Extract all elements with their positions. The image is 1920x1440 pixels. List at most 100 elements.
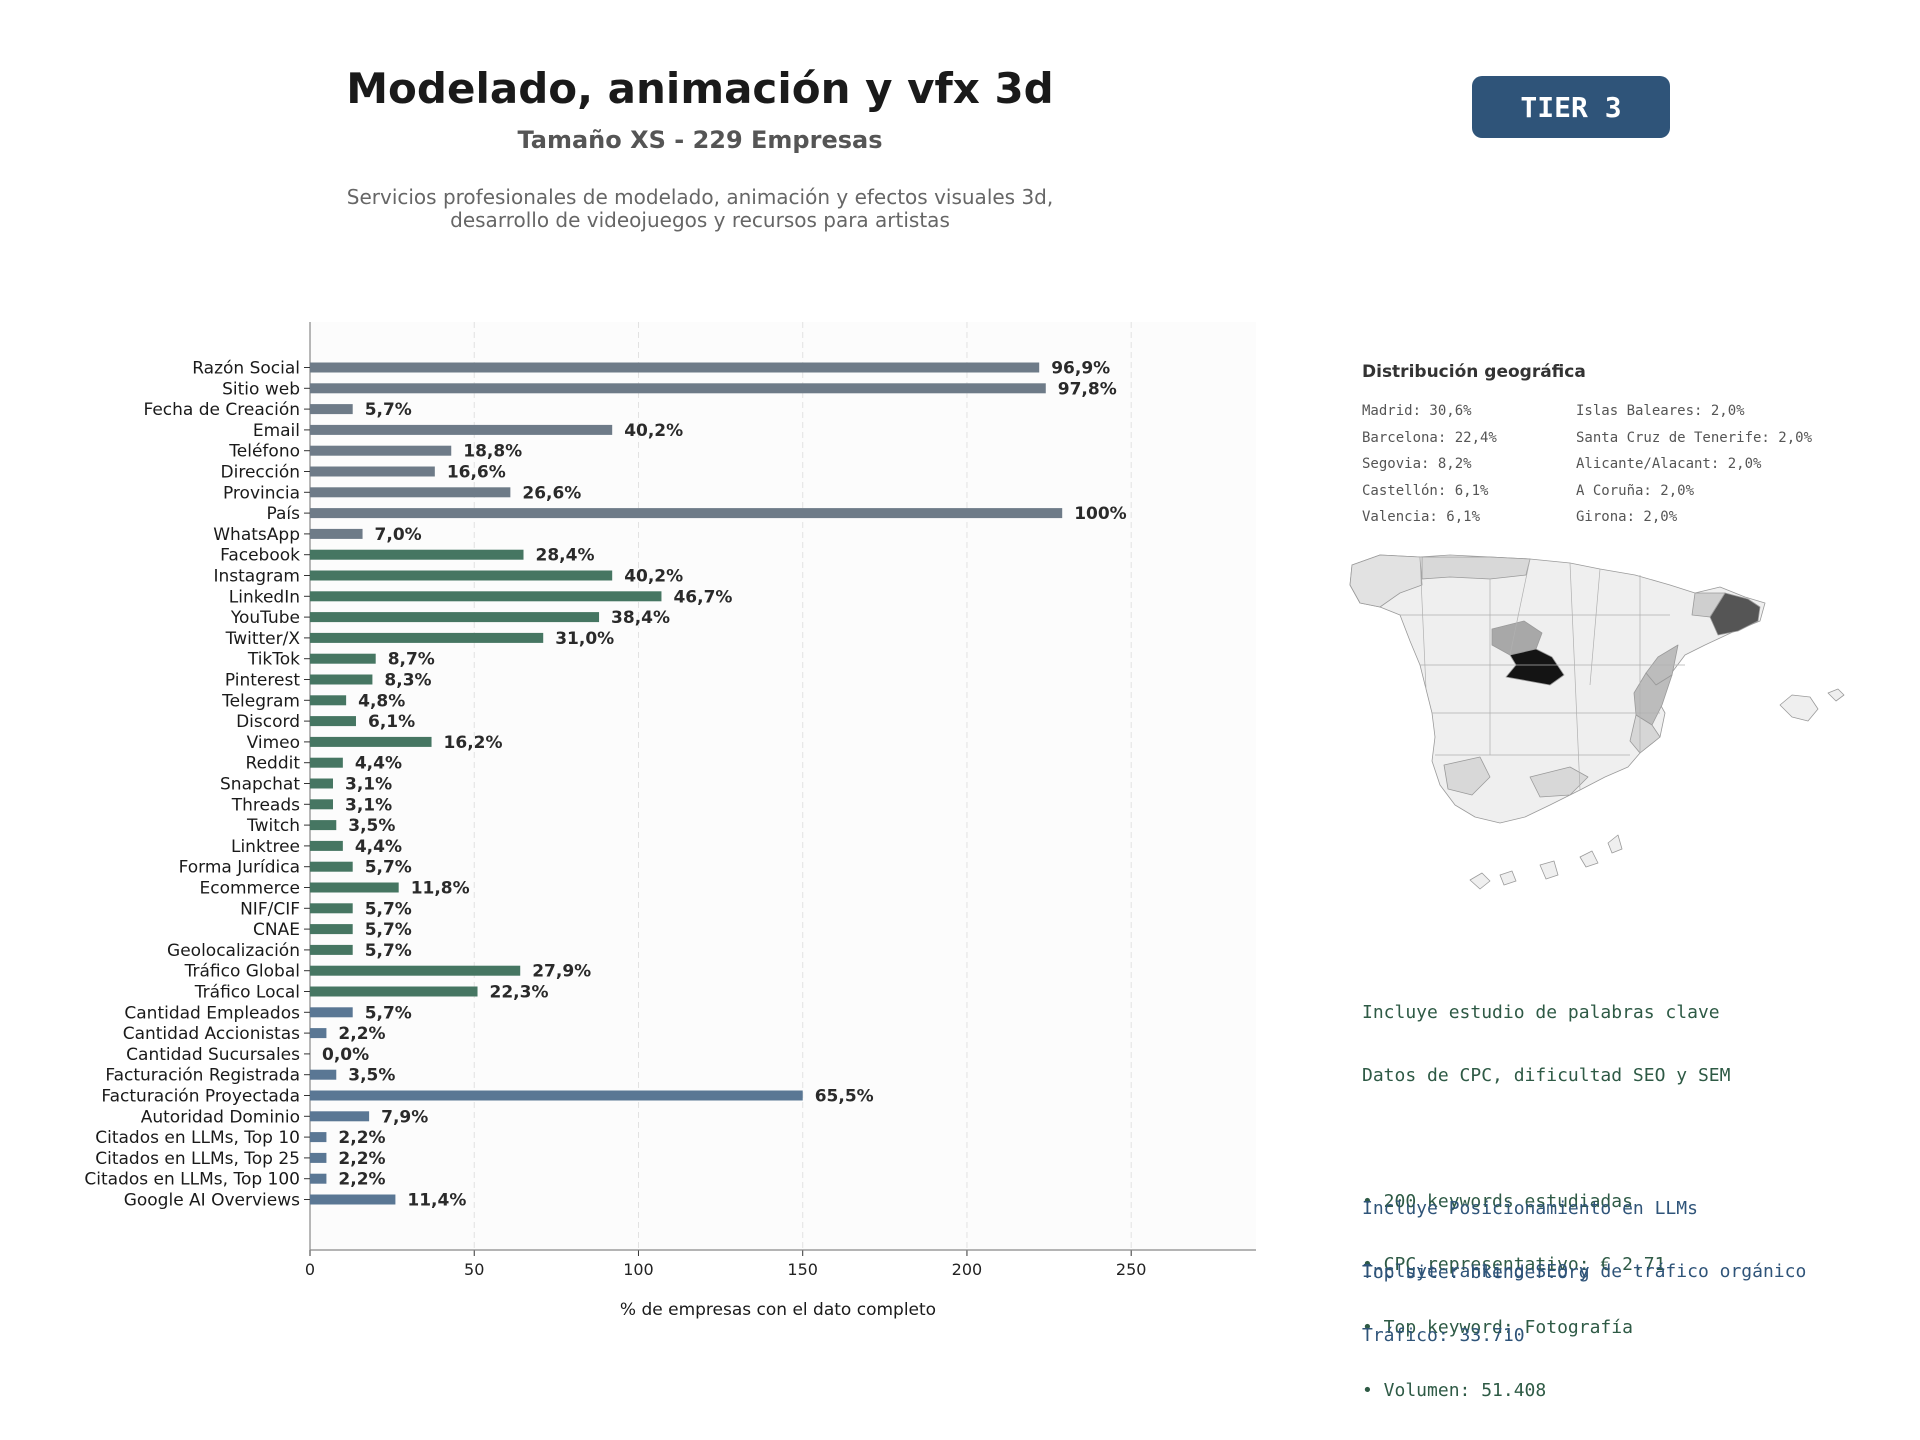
value-label: 4,8% (358, 691, 405, 711)
keywords-line-2: Datos de CPC, dificultad SEO y SEM (1362, 1065, 1731, 1086)
bar (310, 778, 333, 789)
bar (310, 570, 613, 581)
category-label: Tráfico Global (184, 962, 300, 982)
bar (310, 674, 373, 685)
value-label: 26,6% (522, 483, 581, 503)
geo-item: Barcelona: 22,4% (1362, 429, 1497, 446)
category-label: Email (253, 421, 300, 441)
value-label: 0,0% (322, 1045, 369, 1065)
geo-distribution-title: Distribución geográfica (1362, 362, 1586, 382)
x-tick-label: 100 (623, 1260, 654, 1279)
map-region-galicia-north (1349, 554, 1423, 608)
value-label: 16,6% (447, 463, 506, 483)
category-label: TikTok (247, 650, 300, 670)
keywords-item: • CPC representativo: € 2.71 (1362, 1254, 1666, 1275)
category-label: Autoridad Dominio (141, 1107, 300, 1127)
bar (310, 965, 521, 976)
bar (310, 924, 353, 935)
bar (310, 1069, 337, 1080)
value-label: 5,7% (365, 1003, 412, 1023)
tier-badge: TIER 3 (1472, 76, 1670, 138)
value-label: 11,8% (411, 879, 470, 899)
bar (310, 445, 452, 456)
category-label: Provincia (223, 483, 300, 503)
llm-info: Incluye Posicionamiento en LLMs Incluye … (1362, 1156, 1806, 1303)
bar (310, 591, 662, 602)
description-line-1: Servicios profesionales de modelado, ani… (346, 185, 1054, 209)
bar (310, 1007, 353, 1018)
category-label: País (267, 504, 301, 524)
category-label: Citados en LLMs, Top 25 (95, 1149, 300, 1169)
value-label: 7,9% (381, 1107, 428, 1127)
category-label: Ecommerce (200, 879, 301, 899)
map-region-girona (1691, 592, 1726, 618)
top-site-info: Top site: blender.org Tráfico: 33.710 (1362, 1220, 1590, 1367)
value-label: 100% (1074, 504, 1127, 524)
description-line-2: desarrollo de videojuegos y recursos par… (450, 208, 950, 232)
keywords-item: • Volumen: 51.408 (1362, 1380, 1547, 1401)
bar (310, 424, 613, 435)
geo-item: Islas Baleares: 2,0% (1576, 403, 1745, 419)
bar (310, 820, 337, 831)
value-label: 5,7% (365, 920, 412, 940)
bar (310, 882, 399, 893)
category-label: Vimeo (247, 733, 300, 753)
value-label: 18,8% (463, 442, 522, 462)
bar (310, 840, 343, 851)
category-label: Dirección (221, 463, 300, 483)
value-label: 5,7% (365, 941, 412, 961)
category-label: YouTube (230, 608, 300, 628)
category-label: Linktree (231, 837, 300, 857)
category-label: Facebook (220, 546, 300, 566)
category-label: Snapchat (220, 775, 300, 795)
value-label: 97,8% (1058, 379, 1117, 399)
value-label: 5,7% (365, 899, 412, 919)
bar (310, 799, 333, 810)
value-label: 27,9% (532, 962, 591, 982)
keywords-line-1: Incluye estudio de palabras clave (1362, 1002, 1720, 1023)
value-label: 40,2% (624, 421, 683, 441)
bar (310, 1090, 803, 1101)
category-label: Teléfono (228, 442, 300, 462)
category-label: Twitch (246, 816, 300, 836)
page-subtitle: Tamaño XS - 229 Empresas (517, 126, 883, 154)
value-label: 7,0% (375, 525, 422, 545)
geo-item: Santa Cruz de Tenerife: 2,0% (1576, 429, 1813, 446)
geo-list-right: Islas Baleares: 2,0% Santa Cruz de Tener… (1576, 398, 1812, 531)
geo-item: A Coruña: 2,0% (1576, 482, 1695, 499)
value-label: 38,4% (611, 608, 670, 628)
bar (310, 757, 343, 768)
category-label: Cantidad Accionistas (123, 1024, 300, 1044)
value-label: 46,7% (673, 587, 732, 607)
completeness-bar-chart: 0 50 100 150 200 250 Razón Social 96,9% Sitio we… (84, 322, 1256, 1320)
bar (310, 1028, 327, 1039)
value-label: 11,4% (407, 1191, 466, 1211)
category-label: Citados en LLMs, Top 10 (95, 1128, 300, 1148)
bar (310, 466, 435, 477)
keywords-item: • 200 keywords estudiadas (1362, 1191, 1633, 1212)
map-region-balearic-islands (1779, 688, 1845, 722)
value-label: 2,2% (338, 1149, 385, 1169)
keywords-spacer (1362, 1128, 1730, 1149)
category-label: Razón Social (192, 359, 300, 379)
page-description: Servicios profesionales de modelado, ani… (0, 186, 1400, 232)
value-label: 4,4% (355, 754, 402, 774)
bar (310, 1132, 327, 1143)
llm-line-1: Incluye Posicionamiento en LLMs (1362, 1198, 1698, 1219)
spain-province-map (1349, 554, 1845, 890)
category-label: Tráfico Local (194, 983, 300, 1003)
bar (310, 549, 524, 560)
category-label: WhatsApp (213, 525, 300, 545)
keywords-info: Incluye estudio de palabras clave Datos … (1362, 960, 1730, 1422)
llm-line-2: Incluye ranking SEO y de tráfico orgánic… (1362, 1261, 1807, 1282)
category-label: Discord (236, 712, 300, 732)
value-label: 2,2% (338, 1024, 385, 1044)
category-label: CNAE (253, 920, 300, 940)
bar (310, 736, 432, 747)
bar (310, 508, 1063, 519)
value-label: 3,1% (345, 795, 392, 815)
x-axis-title: % de empresas con el dato completo (620, 1300, 936, 1320)
bar (310, 487, 511, 498)
x-tick-label: 200 (952, 1260, 983, 1279)
bar (310, 653, 376, 664)
